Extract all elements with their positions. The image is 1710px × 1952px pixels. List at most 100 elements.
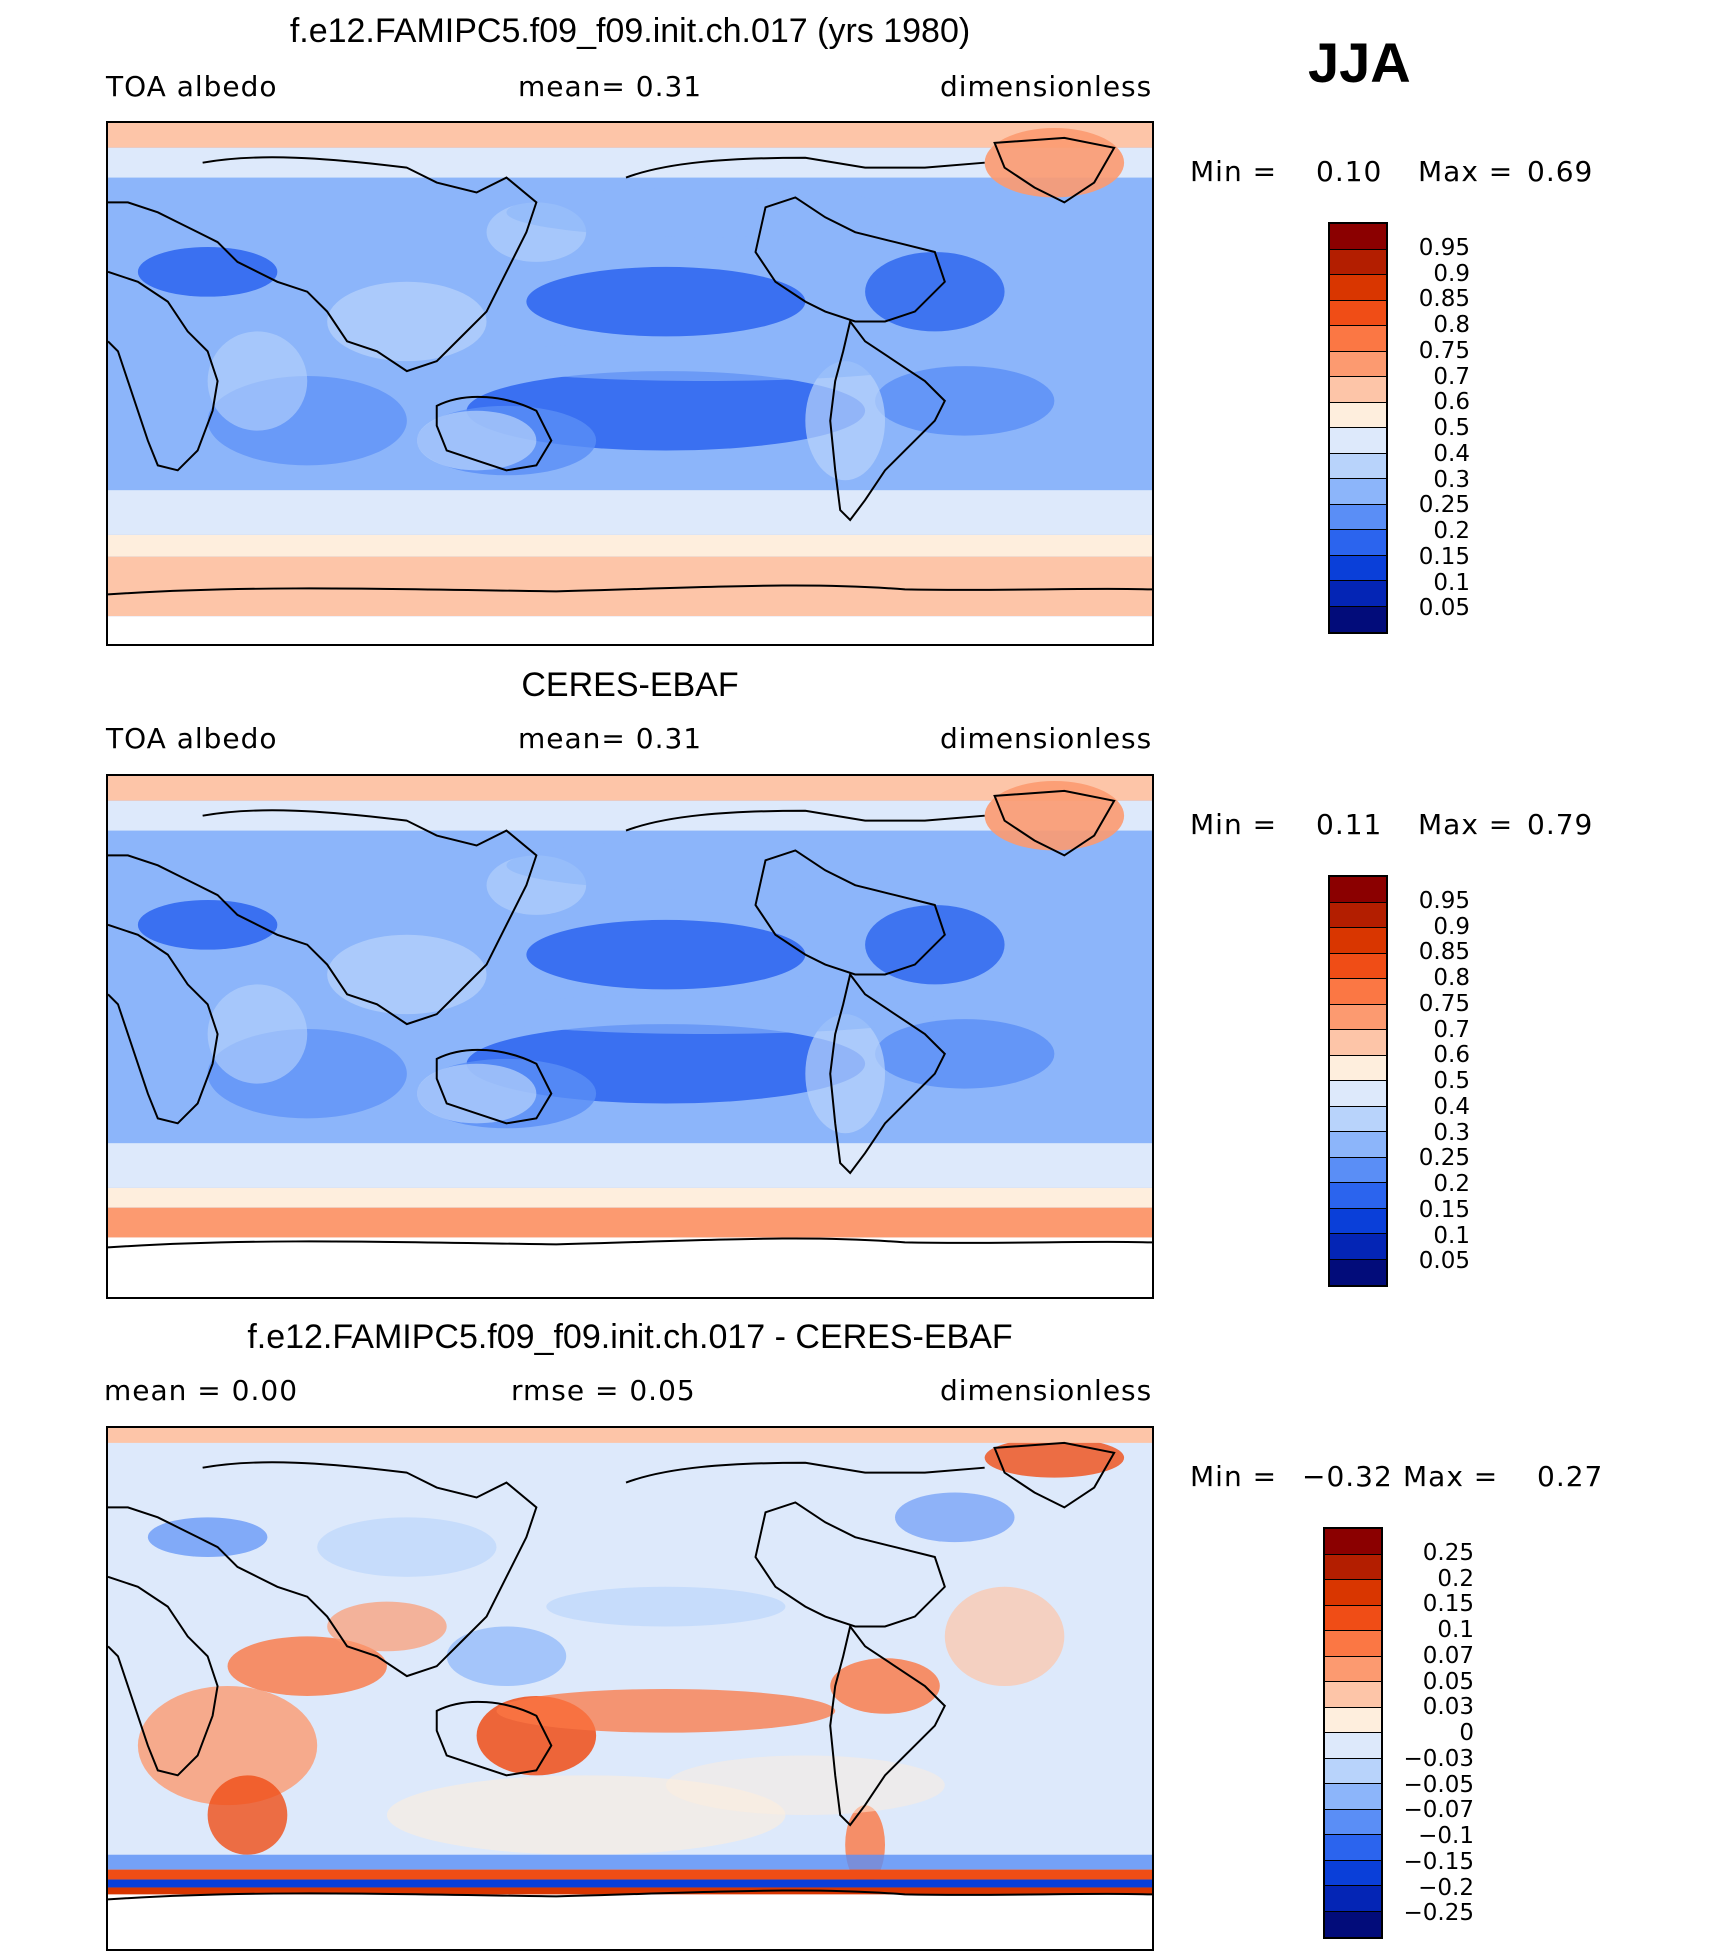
colorbar-tick-label: 0.15 xyxy=(1418,1196,1470,1223)
colorbar-tick-label: 0.2 xyxy=(1433,518,1470,544)
colorbar-tick-label: 0.75 xyxy=(1418,337,1470,364)
colorbar-swatch xyxy=(1330,249,1386,275)
colorbar-tick-label: −0.25 xyxy=(1403,1900,1474,1927)
colorbar-swatch xyxy=(1330,1004,1386,1030)
colorbar-tick-label: 0.9 xyxy=(1433,913,1470,940)
colorbar-tick-label: 0.7 xyxy=(1433,363,1470,390)
colorbar-tick-label: 0.07 xyxy=(1422,1642,1474,1669)
panel-1-units: dimensionless xyxy=(940,70,1153,103)
colorbar-swatch xyxy=(1330,377,1386,403)
colorbar-swatch xyxy=(1325,1758,1381,1784)
colorbar-tick-label: 0.85 xyxy=(1418,286,1470,313)
colorbar-tick-label: 0.25 xyxy=(1418,492,1470,519)
colorbar-swatch xyxy=(1330,275,1386,301)
colorbar-tick-label: 0.95 xyxy=(1418,234,1470,261)
colorbar-swatch xyxy=(1325,1911,1381,1937)
colorbar-tick-label: 0.75 xyxy=(1418,990,1470,1017)
colorbar-swatch xyxy=(1330,351,1386,377)
colorbar-swatch xyxy=(1330,581,1386,607)
colorbar-tick-label: 0.1 xyxy=(1433,1222,1470,1249)
colorbar-swatch xyxy=(1330,555,1386,581)
colorbar-swatch xyxy=(1325,1733,1381,1759)
colorbar-tick-label: 0.03 xyxy=(1422,1694,1474,1721)
colorbar-swatch xyxy=(1330,530,1386,556)
colorbar-swatch xyxy=(1330,224,1386,250)
colorbar-tick-label: 0.5 xyxy=(1433,415,1470,441)
colorbar-swatch xyxy=(1325,1580,1381,1606)
panel-1-min-value: 0.10 xyxy=(1316,155,1383,188)
colorbar-tick-label: 0.2 xyxy=(1437,1565,1474,1592)
colorbar-swatch xyxy=(1330,504,1386,530)
colorbar-swatch xyxy=(1325,1554,1381,1580)
colorbar-tick-label: 0.3 xyxy=(1433,466,1470,493)
colorbar-swatch xyxy=(1330,1081,1386,1107)
panel-2-title: CERES-EBAF xyxy=(521,666,739,704)
colorbar-tick-label: 0.6 xyxy=(1433,1042,1470,1069)
colorbar-swatch xyxy=(1330,1234,1386,1260)
colorbar-swatch xyxy=(1330,453,1386,479)
panel-3-min-label: Min = xyxy=(1190,1460,1278,1493)
panel-3-title: f.e12.FAMIPC5.f09_f09.init.ch.017 - CERE… xyxy=(247,1318,1013,1356)
colorbar-tick-label: 0.6 xyxy=(1433,389,1470,416)
colorbar-swatch xyxy=(1330,979,1386,1005)
colorbar-swatch xyxy=(1330,1183,1386,1209)
colorbar-tick-label: 0.85 xyxy=(1418,939,1470,966)
colorbar-tick-label: 0.1 xyxy=(1437,1617,1474,1643)
colorbar-tick-label: −0.1 xyxy=(1418,1823,1474,1849)
colorbar-swatch xyxy=(1330,1259,1386,1285)
panel-3-max-value: 0.27 xyxy=(1537,1460,1604,1493)
colorbar-swatch xyxy=(1325,1835,1381,1861)
panel-2-variable: TOA albedo xyxy=(106,722,278,755)
colorbar-tick-label: 0.05 xyxy=(1422,1668,1474,1695)
panel-1-map xyxy=(106,121,1154,646)
panel-3-rmse: rmse = 0.05 xyxy=(511,1374,696,1407)
colorbar-tick-label: 0.05 xyxy=(1418,1248,1470,1275)
colorbar-tick-label: 0.4 xyxy=(1433,1093,1470,1120)
colorbar-swatch xyxy=(1325,1605,1381,1631)
colorbar-swatch xyxy=(1330,1208,1386,1234)
colorbar-swatch xyxy=(1325,1707,1381,1733)
colorbar-tick-label: 0.5 xyxy=(1433,1068,1470,1094)
panel-1-colorbar xyxy=(1328,222,1388,634)
panel-3-max-label: Max = xyxy=(1403,1460,1499,1493)
colorbar-tick-label: 0.2 xyxy=(1433,1171,1470,1197)
panel-2-max-value: 0.79 xyxy=(1527,808,1594,841)
panel-2-mean: mean= 0.31 xyxy=(518,722,703,755)
colorbar-swatch xyxy=(1330,928,1386,954)
colorbar-tick-label: 0.25 xyxy=(1418,1145,1470,1172)
colorbar-swatch xyxy=(1330,1157,1386,1183)
colorbar-tick-label: 0 xyxy=(1459,1720,1474,1746)
colorbar-swatch xyxy=(1325,1631,1381,1657)
panel-1-max-label: Max = xyxy=(1418,155,1514,188)
panel-2-colorbar-labels: 0.95 0.9 0.85 0.8 0.75 0.7 0.6 0.5 0.4 0.3 0.25 0.2… xyxy=(1396,875,1470,1287)
colorbar-tick-label: −0.07 xyxy=(1403,1797,1474,1824)
colorbar-tick-label: 0.05 xyxy=(1418,595,1470,622)
colorbar-tick-label: 0.15 xyxy=(1418,543,1470,570)
panel-3-map xyxy=(106,1426,1154,1951)
colorbar-tick-label: 0.1 xyxy=(1433,569,1470,596)
colorbar-swatch xyxy=(1330,402,1386,428)
colorbar-swatch xyxy=(1330,902,1386,928)
colorbar-swatch xyxy=(1325,1886,1381,1912)
colorbar-swatch xyxy=(1330,953,1386,979)
panel-2-max-label: Max = xyxy=(1418,808,1514,841)
panel-1-colorbar-labels: 0.95 0.9 0.85 0.8 0.75 0.7 0.6 0.5 0.4 0.3 0.25 0.2… xyxy=(1396,222,1470,634)
panel-3-mean: mean = 0.00 xyxy=(104,1374,299,1407)
colorbar-tick-label: 0.25 xyxy=(1422,1539,1474,1566)
panel-3-colorbar-labels: 0.25 0.2 0.15 0.1 0.07 0.05 0.03 0 −0.03 −0.05 −0.… xyxy=(1388,1527,1474,1939)
panel-3-colorbar xyxy=(1323,1527,1383,1939)
colorbar-swatch xyxy=(1325,1682,1381,1708)
colorbar-swatch xyxy=(1330,1132,1386,1158)
colorbar-swatch xyxy=(1330,300,1386,326)
panel-2-min-value: 0.11 xyxy=(1316,808,1383,841)
colorbar-swatch xyxy=(1330,1055,1386,1081)
panel-2-colorbar xyxy=(1328,875,1388,1287)
colorbar-tick-label: −0.2 xyxy=(1418,1874,1474,1901)
panel-3-min-value: −0.32 xyxy=(1302,1460,1393,1493)
colorbar-tick-label: −0.15 xyxy=(1403,1848,1474,1875)
colorbar-tick-label: 0.4 xyxy=(1433,440,1470,467)
panel-1-mean: mean= 0.31 xyxy=(518,70,703,103)
colorbar-swatch xyxy=(1325,1656,1381,1682)
panel-3-units: dimensionless xyxy=(940,1374,1153,1407)
colorbar-swatch xyxy=(1330,877,1386,903)
